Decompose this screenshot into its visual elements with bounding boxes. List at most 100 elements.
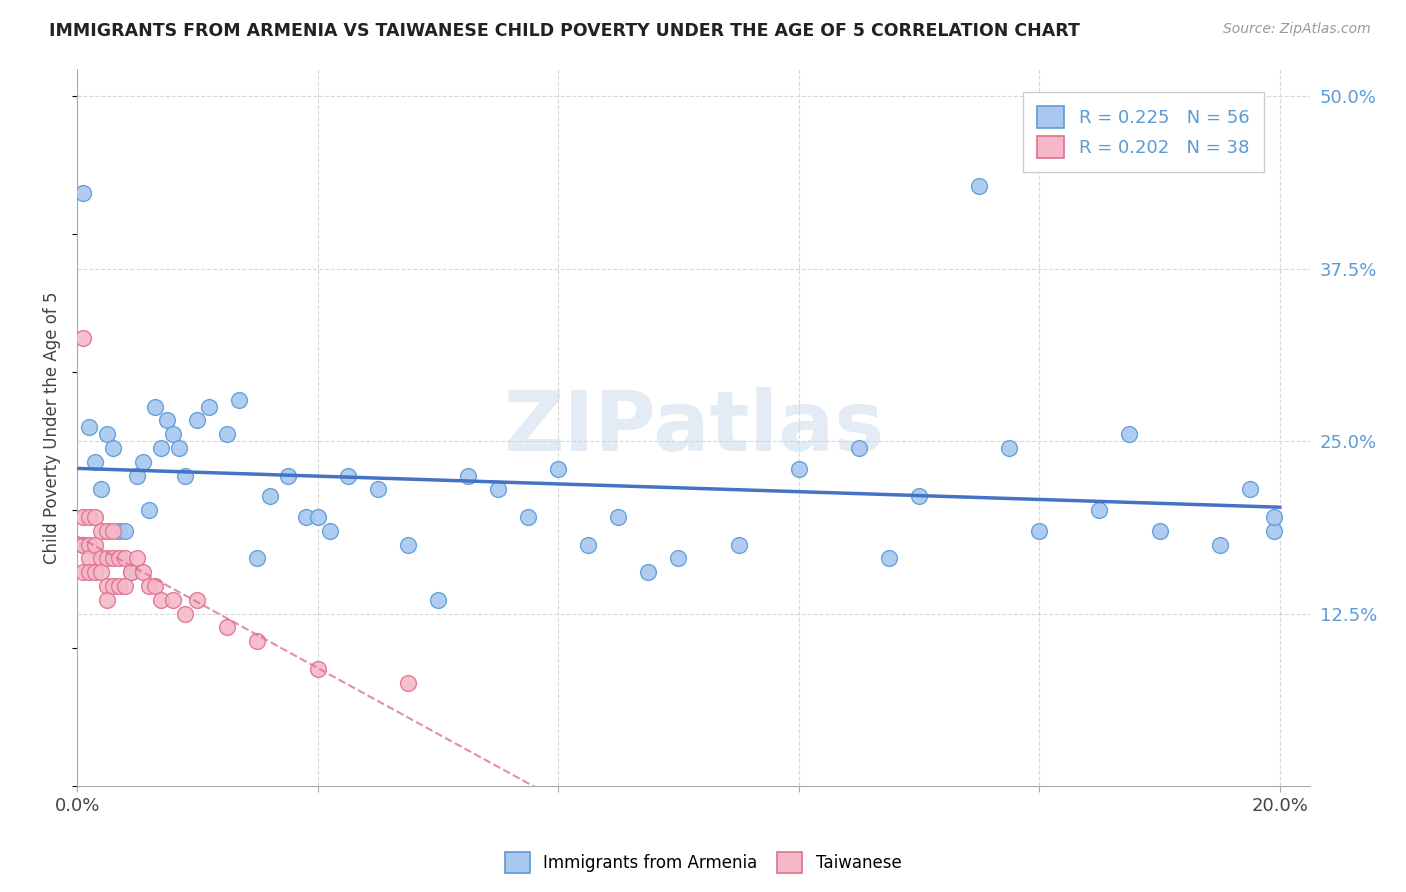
Point <box>114 579 136 593</box>
Point <box>547 461 569 475</box>
Point <box>908 489 931 503</box>
Point <box>217 427 239 442</box>
Point <box>307 510 329 524</box>
Point <box>138 579 160 593</box>
Point <box>114 524 136 538</box>
Point <box>96 427 118 442</box>
Point <box>217 620 239 634</box>
Point <box>132 455 155 469</box>
Point <box>77 551 100 566</box>
Point <box>90 483 112 497</box>
Point <box>848 441 870 455</box>
Point <box>108 579 131 593</box>
Point <box>228 392 250 407</box>
Point <box>101 441 124 455</box>
Point <box>367 483 389 497</box>
Point <box>101 524 124 538</box>
Point <box>84 455 107 469</box>
Point <box>138 503 160 517</box>
Point <box>998 441 1021 455</box>
Point <box>1208 538 1230 552</box>
Point <box>96 579 118 593</box>
Point <box>1088 503 1111 517</box>
Point <box>576 538 599 552</box>
Point <box>517 510 540 524</box>
Point <box>108 524 131 538</box>
Y-axis label: Child Poverty Under the Age of 5: Child Poverty Under the Age of 5 <box>44 291 60 564</box>
Point <box>156 413 179 427</box>
Point <box>186 592 208 607</box>
Point <box>486 483 509 497</box>
Point <box>127 551 149 566</box>
Point <box>96 592 118 607</box>
Point <box>143 400 166 414</box>
Text: Source: ZipAtlas.com: Source: ZipAtlas.com <box>1223 22 1371 37</box>
Point <box>72 538 94 552</box>
Point <box>294 510 316 524</box>
Point <box>150 592 173 607</box>
Point <box>426 592 449 607</box>
Point <box>246 551 269 566</box>
Point <box>607 510 630 524</box>
Point <box>72 538 94 552</box>
Point <box>101 579 124 593</box>
Point <box>90 566 112 580</box>
Point <box>96 524 118 538</box>
Point <box>727 538 749 552</box>
Point <box>132 566 155 580</box>
Point <box>1263 524 1285 538</box>
Point <box>396 675 419 690</box>
Point <box>174 607 197 621</box>
Point <box>198 400 221 414</box>
Point <box>77 420 100 434</box>
Point <box>1149 524 1171 538</box>
Point <box>668 551 690 566</box>
Point <box>108 551 131 566</box>
Point <box>162 592 184 607</box>
Point <box>1028 524 1050 538</box>
Text: IMMIGRANTS FROM ARMENIA VS TAIWANESE CHILD POVERTY UNDER THE AGE OF 5 CORRELATIO: IMMIGRANTS FROM ARMENIA VS TAIWANESE CHI… <box>49 22 1080 40</box>
Legend: Immigrants from Armenia, Taiwanese: Immigrants from Armenia, Taiwanese <box>498 846 908 880</box>
Point <box>336 468 359 483</box>
Text: ZIPatlas: ZIPatlas <box>503 387 884 467</box>
Legend: R = 0.225   N = 56, R = 0.202   N = 38: R = 0.225 N = 56, R = 0.202 N = 38 <box>1022 92 1264 172</box>
Point <box>90 551 112 566</box>
Point <box>120 566 142 580</box>
Point <box>72 510 94 524</box>
Point <box>120 566 142 580</box>
Point <box>277 468 299 483</box>
Point <box>259 489 281 503</box>
Point <box>84 566 107 580</box>
Point <box>84 510 107 524</box>
Point <box>169 441 191 455</box>
Point <box>457 468 479 483</box>
Point <box>96 551 118 566</box>
Point <box>114 551 136 566</box>
Point <box>150 441 173 455</box>
Point <box>637 566 659 580</box>
Point <box>162 427 184 442</box>
Point <box>72 566 94 580</box>
Point <box>72 186 94 200</box>
Point <box>1263 510 1285 524</box>
Point <box>307 662 329 676</box>
Point <box>967 178 990 193</box>
Point <box>72 331 94 345</box>
Point <box>877 551 900 566</box>
Point <box>77 538 100 552</box>
Point <box>127 468 149 483</box>
Point <box>1239 483 1261 497</box>
Point <box>90 524 112 538</box>
Point <box>174 468 197 483</box>
Point <box>787 461 810 475</box>
Point <box>143 579 166 593</box>
Point <box>246 634 269 648</box>
Point <box>318 524 340 538</box>
Point <box>84 538 107 552</box>
Point <box>77 510 100 524</box>
Point <box>1118 427 1140 442</box>
Point <box>186 413 208 427</box>
Point <box>101 551 124 566</box>
Point <box>77 566 100 580</box>
Point <box>396 538 419 552</box>
